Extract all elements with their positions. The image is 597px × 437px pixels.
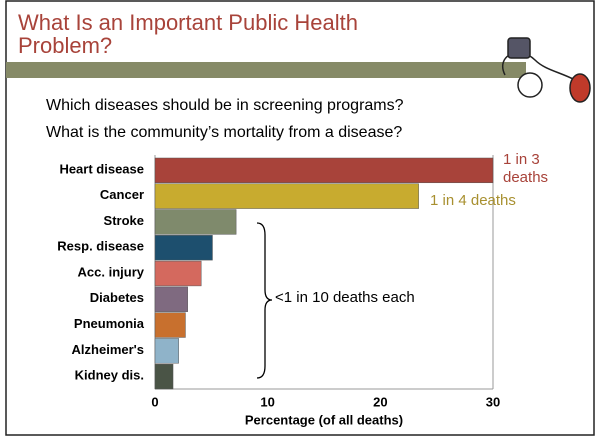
annotation: <1 in 10 deaths each — [275, 289, 415, 306]
bar — [154, 209, 237, 235]
x-axis-label: Percentage (of all deaths) — [245, 412, 403, 427]
category-label: Alzheimer's — [72, 342, 144, 357]
bar — [154, 312, 186, 338]
title-line: What Is an Important Public Health — [18, 10, 358, 35]
bar — [154, 363, 174, 390]
title-band — [6, 62, 526, 78]
bar — [154, 338, 179, 364]
category-label: Pneumonia — [74, 316, 145, 331]
x-tick-label: 20 — [373, 394, 387, 409]
bar — [154, 157, 494, 184]
bracket — [256, 222, 273, 379]
category-label: Resp. disease — [57, 239, 144, 254]
x-tick-label: 0 — [151, 394, 158, 409]
annotation: 1 in 3 — [503, 151, 540, 168]
title-line: Problem? — [18, 33, 112, 58]
category-label: Cancer — [100, 187, 144, 202]
category-label: Stroke — [104, 213, 144, 228]
x-tick-label: 10 — [260, 394, 274, 409]
bar — [154, 183, 419, 209]
category-label: Acc. injury — [78, 264, 145, 279]
stethoscope-icon — [502, 37, 591, 103]
question: Which diseases should be in screening pr… — [46, 97, 404, 114]
annotation: 1 in 4 deaths — [430, 192, 516, 209]
x-tick-label: 30 — [486, 394, 500, 409]
annotation: deaths — [503, 169, 548, 186]
bar — [154, 286, 188, 312]
bar — [154, 235, 213, 261]
category-label: Kidney dis. — [75, 368, 144, 383]
bar — [154, 260, 202, 287]
category-label: Heart disease — [59, 161, 144, 176]
category-label: Diabetes — [90, 290, 144, 305]
question: What is the community’s mortality from a… — [46, 124, 402, 141]
